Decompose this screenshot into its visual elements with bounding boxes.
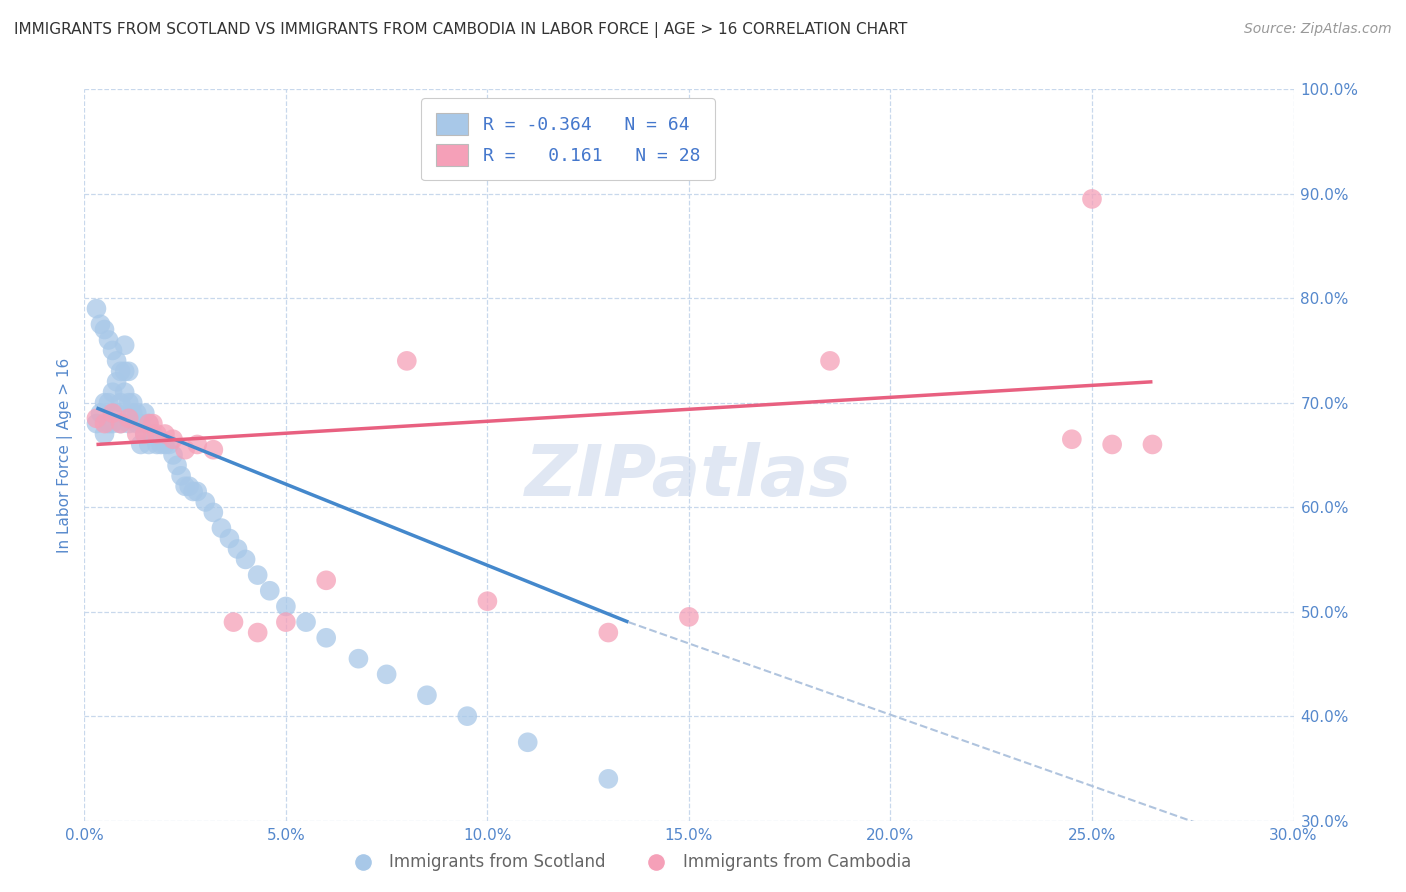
Point (209, 521, 232, 535)
Point (274, 615, 297, 629)
Point (1101, 437, 1123, 451)
Point (93, 427, 115, 442)
Point (138, 437, 160, 451)
Point (86, 417, 108, 431)
Point (118, 364, 141, 378)
Point (1142, 437, 1164, 451)
Point (375, 667, 398, 681)
Point (153, 437, 176, 451)
Point (134, 427, 156, 442)
Point (295, 615, 318, 629)
Point (181, 484, 204, 499)
Point (202, 505, 225, 519)
Point (456, 709, 478, 723)
Point (818, 354, 841, 368)
Point (347, 651, 370, 665)
Point (121, 395, 143, 409)
Point (1081, 192, 1104, 206)
Point (138, 417, 160, 431)
Point (97, 333, 120, 347)
Point (86, 411, 108, 425)
Point (93, 322, 115, 336)
Point (186, 437, 208, 451)
Point (93, 395, 115, 409)
Point (166, 458, 188, 473)
Text: IMMIGRANTS FROM SCOTLAND VS IMMIGRANTS FROM CAMBODIA IN LABOR FORCE | AGE > 16 C: IMMIGRANTS FROM SCOTLAND VS IMMIGRANTS F… (14, 22, 907, 38)
Point (186, 484, 208, 499)
Point (226, 541, 249, 556)
Point (101, 385, 124, 400)
Point (97, 417, 120, 431)
Point (246, 568, 269, 582)
Point (202, 442, 225, 457)
Point (477, 594, 499, 608)
Point (114, 338, 136, 352)
Point (142, 427, 165, 442)
Point (114, 385, 136, 400)
Point (598, 625, 620, 640)
Point (157, 437, 180, 451)
Point (259, 583, 281, 598)
Point (134, 427, 156, 442)
Point (222, 615, 245, 629)
Point (153, 427, 176, 442)
Point (110, 364, 132, 378)
Point (129, 437, 152, 451)
Point (101, 417, 124, 431)
Point (194, 495, 217, 509)
Point (101, 406, 124, 420)
Point (142, 417, 165, 431)
Point (598, 772, 620, 786)
Point (118, 411, 141, 425)
Point (138, 417, 160, 431)
Point (121, 406, 143, 420)
Point (516, 735, 538, 749)
Point (114, 364, 136, 378)
Point (149, 437, 172, 451)
Legend: Immigrants from Scotland, Immigrants from Cambodia: Immigrants from Scotland, Immigrants fro… (339, 847, 918, 878)
Point (235, 552, 257, 566)
Point (174, 442, 197, 457)
Point (218, 532, 240, 546)
Point (93, 417, 115, 431)
Point (129, 417, 152, 431)
Point (125, 427, 148, 442)
Point (315, 574, 337, 588)
Point (125, 406, 148, 420)
Point (146, 427, 169, 442)
Text: ZIPatlas: ZIPatlas (526, 442, 852, 511)
Point (105, 406, 128, 420)
Point (89, 318, 111, 332)
Point (105, 354, 128, 368)
Point (97, 395, 120, 409)
Point (174, 479, 197, 493)
Point (125, 417, 148, 431)
Point (86, 301, 108, 316)
Point (110, 417, 132, 431)
Point (89, 406, 111, 420)
Point (146, 437, 169, 451)
Y-axis label: In Labor Force | Age > 16: In Labor Force | Age > 16 (58, 358, 73, 552)
Point (678, 610, 700, 624)
Point (179, 479, 201, 493)
Point (1060, 432, 1083, 446)
Point (118, 417, 141, 431)
Point (274, 599, 297, 614)
Point (162, 432, 184, 446)
Point (162, 448, 184, 462)
Point (105, 375, 128, 389)
Point (118, 395, 141, 409)
Text: Source: ZipAtlas.com: Source: ZipAtlas.com (1244, 22, 1392, 37)
Point (170, 468, 193, 483)
Point (110, 395, 132, 409)
Point (395, 354, 418, 368)
Point (315, 631, 337, 645)
Point (416, 688, 439, 702)
Point (101, 343, 124, 358)
Point (110, 417, 132, 431)
Point (134, 406, 156, 420)
Point (246, 625, 269, 640)
